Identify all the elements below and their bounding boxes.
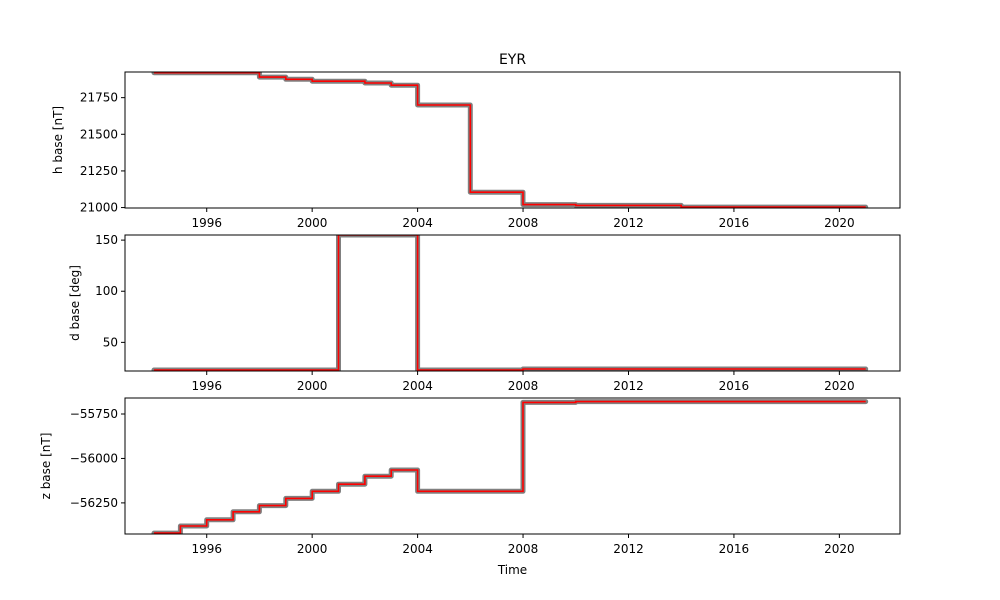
baseline-series xyxy=(154,400,866,534)
x-tick-label: 1996 xyxy=(191,216,222,230)
x-tick-label: 2004 xyxy=(402,216,433,230)
plot-area xyxy=(151,235,869,371)
y-tick-label: 50 xyxy=(103,335,118,349)
axes-frame xyxy=(124,71,901,209)
y-tick-label: 21000 xyxy=(80,201,118,215)
x-tick-label: 2016 xyxy=(719,542,750,556)
x-tick-label: 2012 xyxy=(613,216,644,230)
x-tick-label: 2000 xyxy=(297,542,328,556)
plot-area xyxy=(151,72,869,208)
y-tick-label: 150 xyxy=(95,233,118,247)
x-tick-label: 2008 xyxy=(508,542,539,556)
panel-z-base: z base [nT] Time 1996 2000 2004 2008 2012 201… xyxy=(39,397,901,577)
x-axis-label: Time xyxy=(497,563,527,577)
x-tick-label: 2020 xyxy=(824,379,855,393)
x-tick-label: 1996 xyxy=(191,542,222,556)
axes-frame xyxy=(124,234,901,372)
baseline-series xyxy=(154,72,866,208)
y-axis-label-h: h base [nT] xyxy=(51,106,65,174)
x-tick-label: 2004 xyxy=(402,379,433,393)
x-tick-label: 2012 xyxy=(613,379,644,393)
panel-h-base: EYR h base [nT] 1996 2000 2004 2008 2012 2016… xyxy=(51,52,901,230)
y-tick-label: −56000 xyxy=(70,451,118,465)
x-tick-label: 2020 xyxy=(824,542,855,556)
x-tick-label: 2016 xyxy=(719,216,750,230)
x-tick-label: 2016 xyxy=(719,379,750,393)
y-tick-label: 21750 xyxy=(80,91,118,105)
y-tick-label: 21250 xyxy=(80,164,118,178)
y-tick-label: −56250 xyxy=(70,496,118,510)
y-tick-label: −55750 xyxy=(70,407,118,421)
plot-area xyxy=(151,399,869,534)
x-tick-label: 2000 xyxy=(297,379,328,393)
x-tick-label: 2000 xyxy=(297,216,328,230)
x-tick-label: 2012 xyxy=(613,542,644,556)
x-tick-label: 2020 xyxy=(824,216,855,230)
chart-title: EYR xyxy=(499,52,526,68)
x-tick-label: 2008 xyxy=(508,216,539,230)
y-tick-label: 21500 xyxy=(80,127,118,141)
baseline-series xyxy=(154,235,866,371)
y-tick-label: 100 xyxy=(95,284,118,298)
x-tick-label: 2008 xyxy=(508,379,539,393)
y-axis-label-z: z base [nT] xyxy=(39,433,53,500)
x-tick-label: 2004 xyxy=(402,542,433,556)
panel-d-base: d base [deg] 1996 2000 2004 2008 2012 2016 202… xyxy=(68,233,901,393)
x-tick-label: 1996 xyxy=(191,379,222,393)
axes-frame xyxy=(124,397,901,535)
y-axis-label-d: d base [deg] xyxy=(68,265,82,341)
